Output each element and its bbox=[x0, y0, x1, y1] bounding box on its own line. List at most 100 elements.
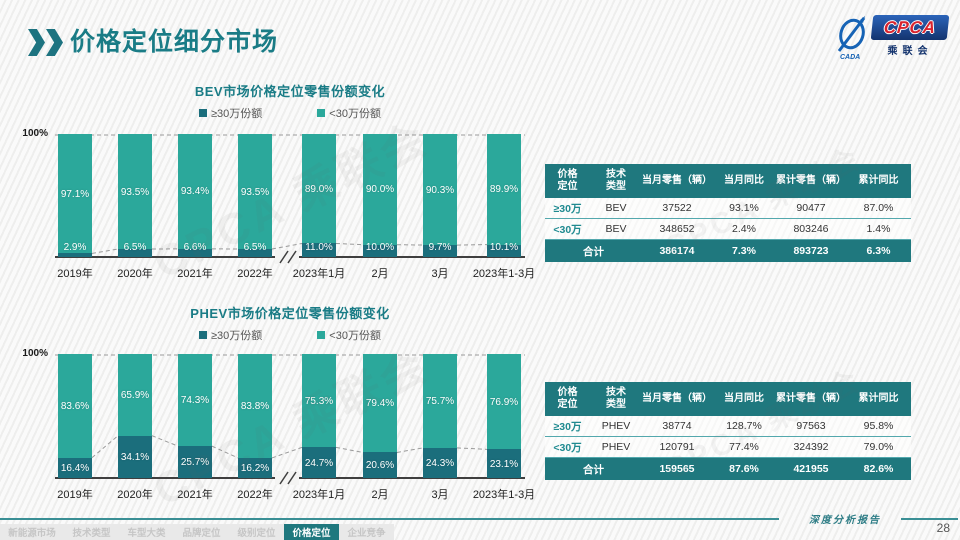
lt30-value-label: 93.5% bbox=[120, 186, 150, 198]
table-cell: 1.4% bbox=[866, 223, 891, 235]
footer-tab-4[interactable]: 级别定位 bbox=[237, 528, 276, 539]
stacked-bar: 76.9% 23.1% bbox=[487, 354, 521, 478]
segment-lt30 bbox=[487, 134, 521, 245]
x-axis-label: 2021年 bbox=[177, 489, 213, 501]
segment-ge30 bbox=[487, 449, 521, 478]
cpca-swoosh-icon: CADA bbox=[837, 16, 866, 61]
ge30-value-label: 10.1% bbox=[489, 242, 519, 253]
segment-ge30 bbox=[423, 245, 457, 257]
x-axis-label: 2019年 bbox=[57, 489, 93, 501]
legend-lt30-color-icon bbox=[317, 109, 326, 117]
phev-chart-title: PHEV市场价格定位零售份额变化 bbox=[190, 306, 390, 321]
segment-ge30 bbox=[238, 457, 272, 478]
column-header: 当月零售（辆） bbox=[642, 382, 712, 416]
x-axis-label: 2022年 bbox=[237, 489, 273, 501]
ge30-value-label: 11.0% bbox=[305, 242, 333, 253]
x-axis-label: 2023年1月 bbox=[292, 489, 346, 501]
ge30-value-label: 9.7% bbox=[428, 242, 452, 253]
cpca-logo-name: 乘联会 bbox=[887, 46, 933, 57]
table-cell: 128.7% bbox=[726, 420, 762, 432]
segment-ge30 bbox=[58, 253, 92, 257]
segment-lt30 bbox=[58, 134, 92, 254]
x-axis-label: 3月 bbox=[431, 489, 449, 501]
lt30-value-label: 90.0% bbox=[365, 184, 395, 196]
segment-lt30 bbox=[423, 354, 457, 448]
x-axis-label: 2022年 bbox=[237, 268, 273, 280]
table-row: <30万 PHEV 120791 77.4% 324392 79.0% bbox=[545, 437, 911, 458]
stacked-bar: 74.3% 25.7% bbox=[178, 354, 212, 478]
total-cell: 421955 bbox=[776, 458, 846, 480]
ge30-value-label: 20.6% bbox=[365, 460, 395, 472]
x-axis-label: 2023年1-3月 bbox=[472, 268, 536, 280]
footer-tab-5[interactable]: 价格定位 bbox=[284, 524, 339, 540]
stacked-bar: 89.0% 11.0% bbox=[302, 134, 336, 257]
cpca-logo-text: CPCA 乘联会 bbox=[870, 15, 950, 57]
total-cell: 7.3% bbox=[712, 240, 776, 262]
segment-lt30 bbox=[178, 134, 212, 249]
segment-lt30 bbox=[302, 134, 336, 244]
footer-tab-6[interactable]: 企业竞争 bbox=[347, 528, 386, 539]
total-label: 合计 bbox=[545, 458, 642, 480]
lt30-value-label: 76.9% bbox=[489, 396, 519, 408]
footer-tab-1[interactable]: 技术类型 bbox=[72, 528, 111, 539]
footer-divider bbox=[0, 518, 779, 520]
column-header: 累计同比 bbox=[846, 164, 911, 198]
phev-y-axis-label: 100% bbox=[22, 348, 48, 359]
legend-ge30-color-icon bbox=[199, 331, 208, 339]
table-cell: PHEV bbox=[601, 420, 631, 432]
ge30-value-label: 10.0% bbox=[365, 242, 395, 253]
segment-lt30 bbox=[58, 354, 92, 458]
table-header-row: 价格 定位 技术 类型 当月零售（辆） 当月同比 累计零售（辆） 累计同比 bbox=[545, 164, 911, 198]
lt30-value-label: 93.5% bbox=[240, 186, 270, 198]
ge30-value-label: 2.9% bbox=[63, 242, 87, 254]
column-header: 当月零售（辆） bbox=[642, 164, 712, 198]
svg-text:CADA: CADA bbox=[840, 54, 860, 61]
column-header: 当月同比 bbox=[712, 382, 776, 416]
table-cell: <30万 bbox=[553, 441, 582, 454]
lt30-value-label: 97.1% bbox=[60, 188, 90, 200]
table-cell: BEV bbox=[605, 202, 627, 214]
legend-ge30-label: ≥30万份额 bbox=[211, 108, 263, 120]
bev-table: 价格 定位 技术 类型 当月零售（辆） 当月同比 累计零售（辆） 累计同比 ≥30万 BEV 3… bbox=[545, 164, 911, 262]
table-cell: 37522 bbox=[662, 202, 692, 214]
ge30-value-label: 23.1% bbox=[489, 458, 519, 470]
table-cell: 2.4% bbox=[732, 223, 756, 235]
chevron-right-icon bbox=[46, 29, 63, 56]
footer-divider bbox=[901, 518, 958, 520]
cpca-logo-acronym: CPCA bbox=[882, 17, 938, 37]
bev-chart-plot: 97.1% 2.9% 93.5% 6.5% 93.4% 6.6% 93.5% 6.5% 89.0… bbox=[55, 134, 525, 264]
table-cell: 93.1% bbox=[729, 202, 759, 214]
report-type-label: 深度分析报告 bbox=[809, 515, 881, 526]
legend-ge30-color-icon bbox=[199, 109, 208, 117]
legend-lt30-color-icon bbox=[317, 331, 326, 339]
segment-ge30 bbox=[178, 248, 212, 257]
footer-tab-2[interactable]: 车型大类 bbox=[127, 528, 166, 539]
footer-tab-3[interactable]: 品牌定位 bbox=[182, 528, 221, 539]
phev-chart-plot: 83.6% 16.4% 65.9% 34.1% 74.3% 25.7% 83.8% 16.2%… bbox=[55, 354, 525, 485]
segment-ge30 bbox=[363, 452, 397, 478]
table-cell: 90477 bbox=[796, 202, 826, 214]
legend-ge30-label: ≥30万份额 bbox=[211, 330, 263, 342]
table-cell: 348652 bbox=[659, 223, 695, 235]
table-cell: ≥30万 bbox=[553, 420, 582, 433]
column-header: 累计同比 bbox=[846, 382, 911, 416]
segment-lt30 bbox=[238, 134, 272, 250]
stacked-bar: 83.8% 16.2% bbox=[238, 354, 272, 478]
lt30-value-label: 83.6% bbox=[60, 400, 90, 412]
x-axis-label: 2023年1月 bbox=[292, 268, 346, 280]
cpca-logo: CADA CPCA 乘联会 bbox=[834, 15, 950, 61]
x-axis-label: 2021年 bbox=[177, 268, 213, 280]
lt30-value-label: 75.3% bbox=[304, 395, 334, 407]
x-axis-label: 2月 bbox=[371, 489, 389, 501]
table-row: ≥30万 PHEV 38774 128.7% 97563 95.8% bbox=[545, 416, 911, 437]
segment-ge30 bbox=[118, 249, 152, 257]
segment-ge30 bbox=[178, 446, 212, 478]
ge30-value-label: 6.6% bbox=[183, 242, 207, 253]
total-cell: 893723 bbox=[776, 240, 846, 262]
segment-lt30 bbox=[363, 354, 397, 453]
segment-lt30 bbox=[118, 354, 152, 436]
column-header: 价格 定位 bbox=[545, 164, 590, 198]
column-header: 累计零售（辆） bbox=[776, 382, 846, 416]
footer-tab-0[interactable]: 新能源市场 bbox=[8, 528, 56, 539]
